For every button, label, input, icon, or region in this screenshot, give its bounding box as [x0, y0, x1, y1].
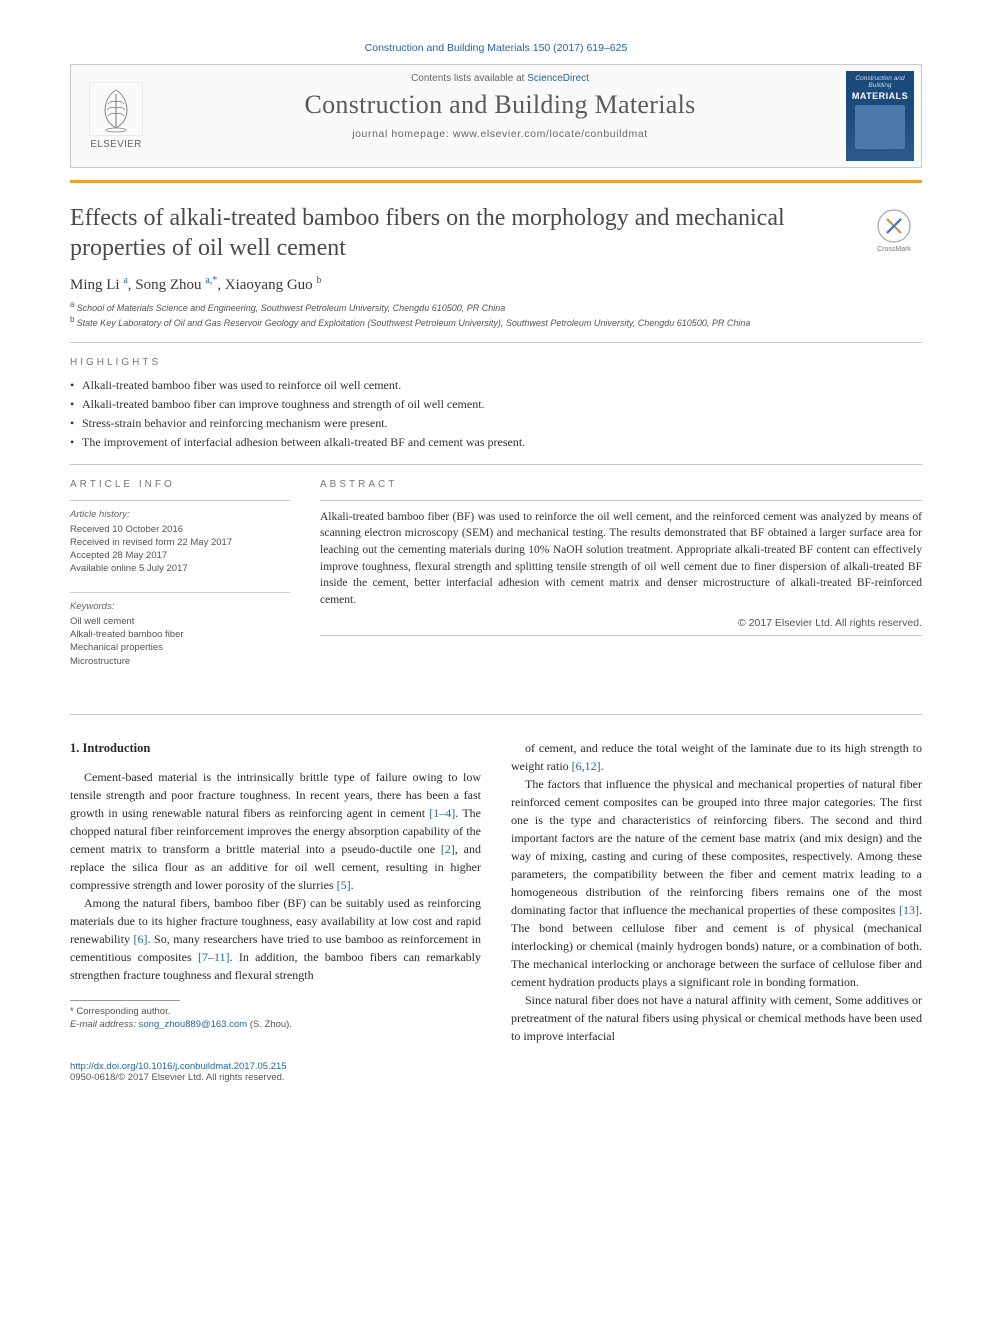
publisher-name: ELSEVIER [90, 139, 141, 150]
corresponding-author: * Corresponding author. [70, 1005, 481, 1018]
highlights-list: Alkali-treated bamboo fiber was used to … [70, 378, 922, 450]
citation-header: Construction and Building Materials 150 … [70, 42, 922, 54]
body-column-right: of cement, and reduce the total weight o… [511, 739, 922, 1045]
email-label: E-mail address: [70, 1019, 139, 1030]
citation-ref[interactable]: [5] [337, 878, 351, 892]
affiliation: a School of Materials Science and Engine… [70, 300, 922, 313]
homepage-prefix: journal homepage: [352, 128, 453, 140]
crossmark-icon [876, 208, 912, 244]
divider [70, 342, 922, 343]
doi-link[interactable]: http://dx.doi.org/10.1016/j.conbuildmat.… [70, 1061, 922, 1072]
info-rule [70, 500, 290, 501]
citation-ref[interactable]: [6] [134, 932, 148, 946]
history-line: Available online 5 July 2017 [70, 562, 290, 575]
history-line: Received in revised form 22 May 2017 [70, 536, 290, 549]
body-column-left: 1. Introduction Cement-based material is… [70, 739, 481, 1045]
journal-name: Construction and Building Materials [171, 90, 829, 120]
body-paragraph: Cement-based material is the intrinsical… [70, 768, 481, 894]
cover-thumbnail [855, 105, 905, 149]
cover-subtitle: MATERIALS [850, 91, 910, 101]
author-affil-mark: a,* [205, 275, 217, 286]
abstract-copyright: © 2017 Elsevier Ltd. All rights reserved… [320, 617, 922, 629]
body-paragraph: The factors that influence the physical … [511, 775, 922, 991]
crossmark-label: CrossMark [877, 246, 911, 253]
sciencedirect-link[interactable]: ScienceDirect [527, 73, 589, 84]
contents-line: Contents lists available at ScienceDirec… [171, 73, 829, 84]
keyword: Alkali-treated bamboo fiber [70, 628, 290, 641]
email-suffix: (S. Zhou). [247, 1019, 292, 1030]
citation-ref[interactable]: [2] [441, 842, 455, 856]
citation-ref[interactable]: [13] [899, 903, 919, 917]
author: Song Zhou a,* [135, 277, 217, 293]
crossmark-badge[interactable]: CrossMark [866, 203, 922, 259]
abstract-rule [320, 500, 922, 501]
author-affil-mark: a [123, 275, 127, 286]
abstract-bottom-rule [320, 635, 922, 636]
homepage-url[interactable]: www.elsevier.com/locate/conbuildmat [453, 128, 648, 140]
author: Xiaoyang Guo b [225, 277, 322, 293]
highlight-item: Stress-strain behavior and reinforcing m… [70, 416, 922, 431]
issn-copyright: 0950-0618/© 2017 Elsevier Ltd. All right… [70, 1072, 922, 1083]
abstract-label: ABSTRACT [320, 479, 922, 490]
highlight-item: Alkali-treated bamboo fiber can improve … [70, 397, 922, 412]
article-title: Effects of alkali-treated bamboo fibers … [70, 203, 852, 263]
body-paragraph: of cement, and reduce the total weight o… [511, 739, 922, 775]
elsevier-tree-icon [89, 82, 143, 136]
history-line: Received 10 October 2016 [70, 523, 290, 536]
history-label: Article history: [70, 509, 290, 520]
citation-ref[interactable]: [6,12] [572, 759, 601, 773]
footnote-rule [70, 1000, 180, 1001]
section-heading: 1. Introduction [70, 739, 481, 758]
abstract-text: Alkali-treated bamboo fiber (BF) was use… [320, 509, 922, 609]
journal-header: ELSEVIER Contents lists available at Sci… [70, 64, 922, 168]
keyword: Microstructure [70, 655, 290, 668]
article-info-label: ARTICLE INFO [70, 479, 290, 490]
keywords-label: Keywords: [70, 601, 290, 612]
author: Ming Li a [70, 277, 128, 293]
citation-ref[interactable]: [1–4] [429, 806, 455, 820]
highlight-item: The improvement of interfacial adhesion … [70, 435, 922, 450]
history-line: Accepted 28 May 2017 [70, 549, 290, 562]
divider [70, 464, 922, 465]
citation-ref[interactable]: [7–11] [198, 950, 230, 964]
keyword: Oil well cement [70, 615, 290, 628]
info-rule [70, 592, 290, 593]
email-link[interactable]: song_zhou889@163.com [139, 1019, 247, 1030]
divider [70, 714, 922, 715]
cover-title: Construction and Building [850, 75, 910, 89]
keyword: Mechanical properties [70, 641, 290, 654]
authors: Ming Li a, Song Zhou a,*, Xiaoyang Guo b [70, 275, 922, 294]
email-line: E-mail address: song_zhou889@163.com (S.… [70, 1018, 481, 1031]
journal-cover: Construction and Building MATERIALS [839, 65, 921, 167]
header-rule [70, 180, 922, 183]
affiliation: b State Key Laboratory of Oil and Gas Re… [70, 315, 922, 328]
highlights-label: HIGHLIGHTS [70, 357, 922, 368]
body-paragraph: Since natural fiber does not have a natu… [511, 991, 922, 1045]
homepage-line: journal homepage: www.elsevier.com/locat… [171, 128, 829, 140]
body-paragraph: Among the natural fibers, bamboo fiber (… [70, 894, 481, 984]
author-affil-mark: b [316, 275, 321, 286]
highlight-item: Alkali-treated bamboo fiber was used to … [70, 378, 922, 393]
contents-prefix: Contents lists available at [411, 73, 527, 84]
publisher-logo: ELSEVIER [71, 65, 161, 167]
